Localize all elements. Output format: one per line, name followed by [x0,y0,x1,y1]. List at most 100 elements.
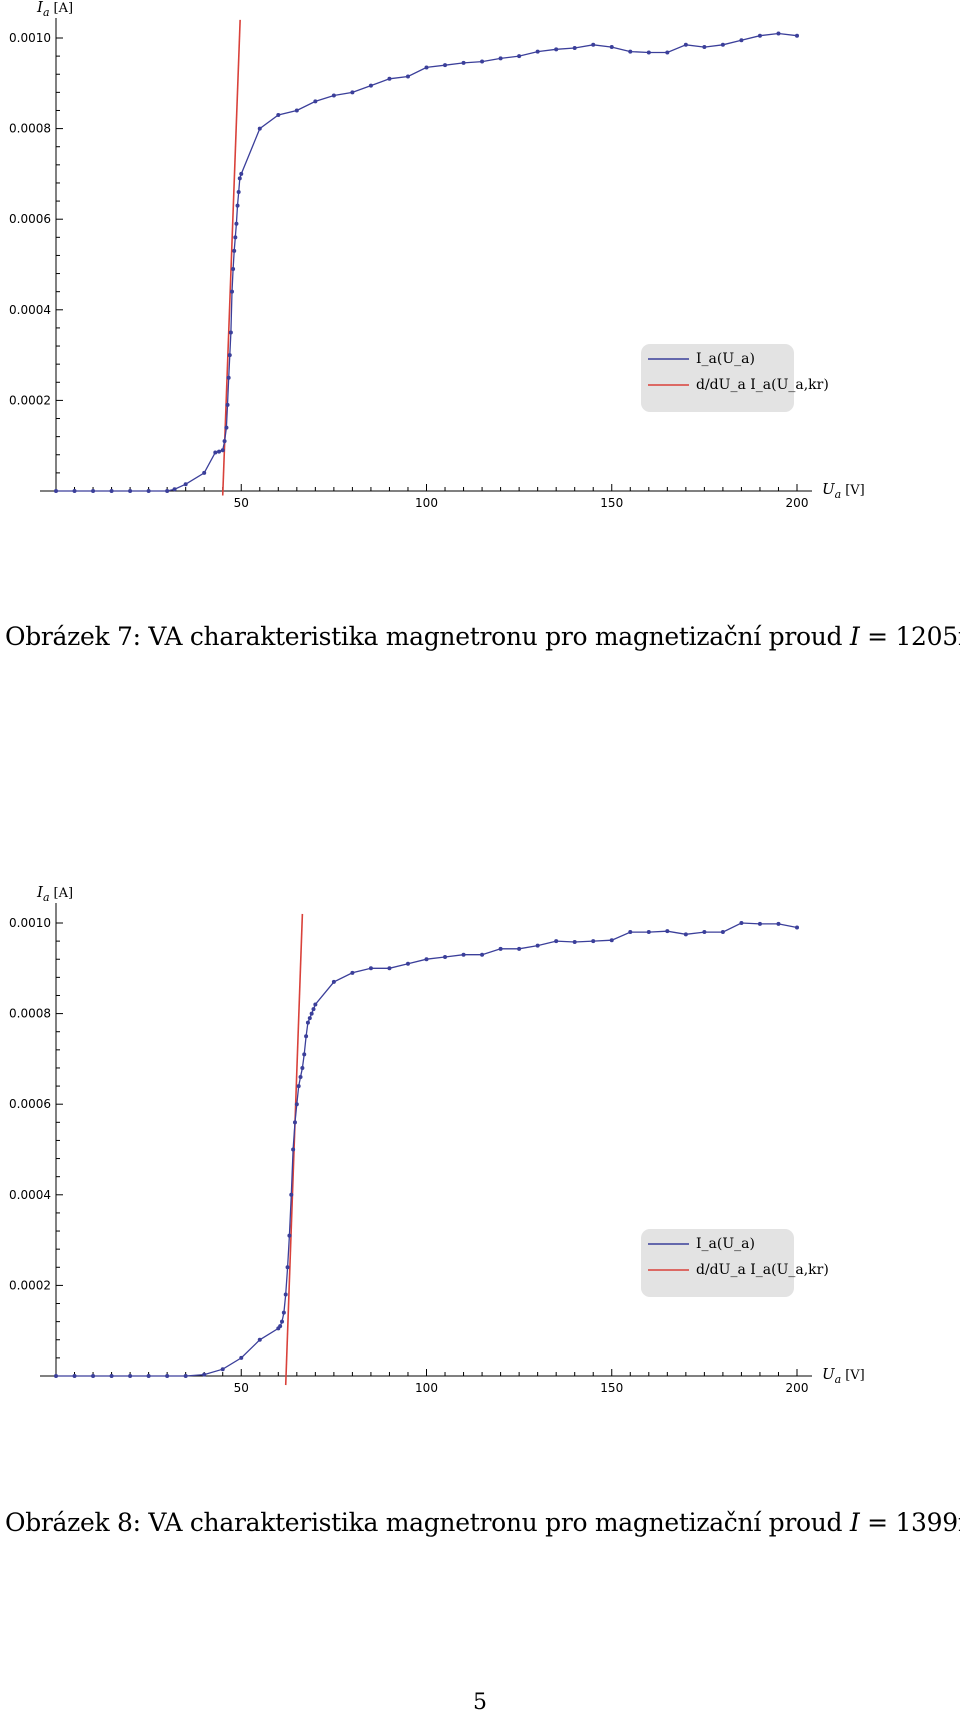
data-point [720,42,725,47]
data-point [128,1374,133,1378]
data-point [146,489,151,493]
y-tick-label: 0.0010 [9,916,51,930]
data-point [517,946,522,951]
data-point [224,425,229,430]
data-point [702,45,707,50]
legend-box [641,344,794,412]
data-point [683,42,688,47]
data-line [56,32,798,492]
data-point [368,83,373,88]
data-point [298,1075,303,1080]
data-point [291,1147,296,1152]
data-point [739,38,744,43]
data-point [443,63,448,68]
x-tick-label: 150 [600,496,623,510]
data-point [387,76,392,81]
data-point [517,54,522,59]
data-point [307,1016,312,1021]
data-point [220,1367,225,1372]
data-point [720,930,725,935]
data-point [109,489,114,493]
y-tick-label: 0.0002 [9,1278,51,1292]
data-point [331,93,336,98]
data-point [54,1374,58,1378]
legend-label-data: I_a(U_a) [696,351,755,367]
data-point [591,42,596,47]
data-point [220,448,225,453]
page-number: 5 [473,1690,487,1715]
data-point [225,402,230,407]
data-point [535,943,540,948]
x-tick-label: 50 [234,1381,249,1395]
caption-figure-7: Obrázek 7: VA charakteristika magnetronu… [5,622,960,651]
data-point [405,961,410,966]
data-point [278,1324,283,1329]
y-tick-label: 0.0008 [9,1007,51,1021]
data-point [302,1052,307,1057]
data-point [628,49,633,54]
data-point [292,1120,297,1125]
data-point [91,489,96,493]
data-point [281,1310,286,1315]
data-point [257,126,262,131]
caption-prefix: Obrázek 7: VA charakteristika magnetronu… [5,622,850,651]
legend-label-tangent: d/dU_a I_a(U_a,kr) [696,377,829,393]
data-point [795,925,799,930]
tangent-line [221,19,241,496]
data-point [480,952,485,957]
data-point [591,939,596,944]
data-point [480,59,485,64]
data-point [646,50,651,55]
data-point [313,1002,318,1007]
data-point [183,1374,188,1378]
data-point [387,966,392,971]
data-point [128,489,133,493]
data-point [498,56,503,61]
data-line [56,922,798,1377]
data-point [213,450,218,455]
data-point [217,449,222,454]
data-point [232,248,237,253]
caption-value: = 1399mA [867,1508,960,1537]
x-axis-label: Ua [V] [822,1365,865,1386]
caption-variable: I [849,622,860,651]
legend-label-tangent: d/dU_a I_a(U_a,kr) [696,1262,829,1278]
x-tick-label: 50 [234,496,249,510]
legend: I_a(U_a) d/dU_a I_a(U_a,kr) [641,1229,829,1297]
data-point [233,235,238,240]
data-point [234,221,239,226]
x-axis-label: Ua [V] [822,480,865,501]
data-point [572,45,577,50]
va-chart-1205mA: 0.0002 0.0004 0.0006 0.0008 0.0010 50 100 150 20… [9,0,865,510]
data-point [222,439,227,444]
data-point [165,1374,170,1378]
data-point [665,929,670,934]
data-point [231,267,236,272]
data-point [72,1374,77,1378]
data-point [665,50,670,55]
data-point [236,190,241,195]
data-point [283,1292,288,1297]
data-point [202,1372,207,1377]
data-point [535,49,540,54]
data-point [165,489,170,493]
data-point [305,1020,310,1025]
data-point [424,957,429,962]
x-tick-label: 200 [786,1381,809,1395]
data-point [739,921,744,925]
caption-figure-8: Obrázek 8: VA charakteristika magnetronu… [5,1508,960,1537]
data-point [628,930,633,935]
legend-box [641,1229,794,1297]
data-point [795,33,799,38]
data-point [146,1374,151,1378]
data-point [91,1374,96,1378]
caption-value: = 1205mA [867,622,960,651]
caption-prefix: Obrázek 8: VA charakteristika magnetronu… [5,1508,850,1537]
data-point [183,482,188,487]
data-point [757,921,762,926]
data-point [498,946,503,951]
data-point [646,930,651,935]
data-point [202,470,207,475]
data-point [368,966,373,971]
data-point [405,74,410,79]
